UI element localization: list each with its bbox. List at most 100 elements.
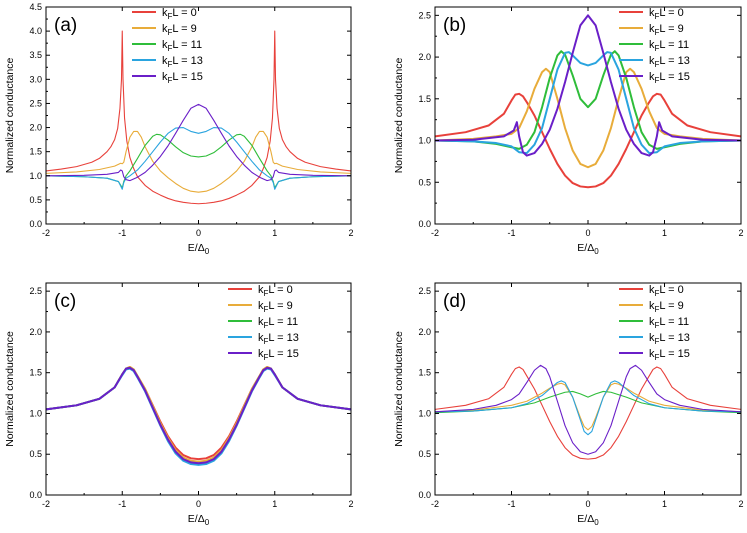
legend-label: kFL = 13 (649, 332, 690, 346)
legend-label-sub: F (655, 60, 660, 69)
x-tick-label: 0 (196, 228, 201, 238)
y-axis-label: Normalized conductance (393, 58, 405, 174)
series-line-0 (46, 30, 351, 205)
y-tick-label: 0.5 (29, 195, 42, 205)
series-line-0 (46, 365, 351, 461)
legend-label-sub: F (264, 321, 269, 330)
y-tick-label: 1.0 (418, 408, 431, 418)
series-line-4 (46, 366, 351, 465)
legend-label-sub: F (264, 289, 269, 298)
legend-label-sub: F (264, 305, 269, 314)
legend-label-k: k (649, 71, 655, 83)
legend-label-rest: L = 11 (172, 39, 202, 51)
legend-label-rest: L = 11 (659, 316, 689, 328)
series-line-4 (46, 103, 351, 182)
series-line-4 (435, 14, 741, 157)
axes-frame (434, 6, 742, 225)
x-tick-label: -2 (431, 499, 439, 509)
x-tick-label: -1 (118, 499, 126, 509)
panel-label: (c) (54, 291, 76, 312)
series-line-1 (435, 67, 741, 169)
legend-label: kFL = 0 (649, 284, 684, 298)
x-axis-label: E/Δ0 (188, 513, 210, 527)
y-axis-label: Normalized conductance (4, 331, 16, 447)
legend-label: kFL = 9 (162, 23, 197, 37)
series-line-1 (46, 130, 351, 193)
y-tick-label: 1.5 (29, 368, 42, 378)
series-line-2 (46, 133, 351, 189)
y-tick-label: 1.5 (418, 368, 431, 378)
x-tick-label: 2 (738, 228, 743, 238)
x-tick-label: 2 (348, 228, 353, 238)
legend-label-k: k (649, 332, 655, 344)
plot-area (435, 364, 741, 460)
series-line-3 (435, 380, 741, 436)
legend-label: kFL = 9 (649, 300, 684, 314)
legend-label-sub: F (655, 289, 660, 298)
y-tick-label: 2.0 (29, 123, 42, 133)
y-tick-label: 3.0 (29, 74, 42, 84)
legend-label-k: k (649, 23, 655, 35)
y-tick-label: 2.5 (29, 286, 42, 296)
legend-label-sub: F (264, 337, 269, 346)
legend-label-rest: L = 0 (268, 284, 292, 296)
plot-area (46, 365, 351, 466)
x-axis-label-sub: 0 (594, 518, 599, 527)
x-tick-label: -2 (431, 228, 439, 238)
legend-label-sub: F (168, 28, 173, 37)
legend-label-sub: F (168, 60, 173, 69)
plot-area (435, 14, 741, 189)
legend-label-sub: F (655, 44, 660, 53)
y-tick-label: 2.0 (418, 52, 431, 62)
panel-b: -2 -1 0 1 2 0.0 0.5 1.0 1.5 2.0 2.5 E/Δ0 Normalized … (393, 6, 744, 256)
x-tick-label: -2 (42, 499, 50, 509)
legend-label-rest: L = 0 (659, 7, 683, 19)
legend-label-k: k (162, 23, 168, 35)
y-tick-label: 2.0 (418, 327, 431, 337)
x-tick-label: 1 (662, 228, 667, 238)
legend-label-k: k (649, 284, 655, 296)
x-tick-label: -1 (507, 228, 515, 238)
series-line-2 (46, 366, 351, 466)
legend-label-sub: F (655, 321, 660, 330)
legend-label-sub: F (264, 353, 269, 362)
legend-label: kFL = 15 (649, 348, 690, 362)
x-axis-label-sub: 0 (205, 247, 210, 256)
y-tick-label: 1.0 (29, 408, 42, 418)
legend-label-sub: F (655, 28, 660, 37)
y-tick-label: 0.5 (29, 449, 42, 459)
y-axis-label: Normalized conductance (393, 331, 405, 447)
legend-label: kFL = 13 (649, 55, 690, 69)
y-tick-label: 1.5 (418, 94, 431, 104)
legend-label: kFL = 13 (162, 55, 203, 69)
series-line-4 (435, 364, 741, 455)
y-tick-label: 1.0 (418, 136, 431, 146)
y-tick-label: 0.5 (418, 177, 431, 187)
y-tick-label: 0.0 (418, 219, 431, 229)
legend-label-rest: L = 13 (172, 55, 202, 67)
x-tick-label: 0 (585, 499, 590, 509)
x-tick-label: 2 (738, 499, 743, 509)
panel-label: (d) (443, 291, 466, 312)
legend-label-k: k (649, 7, 655, 19)
legend-label-k: k (258, 300, 264, 312)
y-tick-label: 0.5 (418, 449, 431, 459)
legend-label: kFL = 15 (258, 348, 299, 362)
legend-label: kFL = 15 (162, 71, 203, 85)
y-tick-label: 4.0 (29, 26, 42, 36)
panel-d: -2 -1 0 1 2 0.0 0.5 1.0 1.5 2.0 2.5 E/Δ0 Normalized … (393, 282, 744, 527)
legend-label-rest: L = 9 (659, 300, 683, 312)
legend-label-k: k (649, 348, 655, 360)
legend-label-k: k (649, 55, 655, 67)
x-axis-label-sub: 0 (205, 518, 210, 527)
x-axis-label: E/Δ0 (188, 242, 210, 256)
x-tick-label: -1 (507, 499, 515, 509)
y-tick-label: 2.5 (418, 286, 431, 296)
x-tick-label: 1 (662, 499, 667, 509)
legend-label: kFL = 0 (649, 7, 684, 21)
y-tick-label: 3.5 (29, 50, 42, 60)
y-tick-label: 4.5 (29, 2, 42, 12)
